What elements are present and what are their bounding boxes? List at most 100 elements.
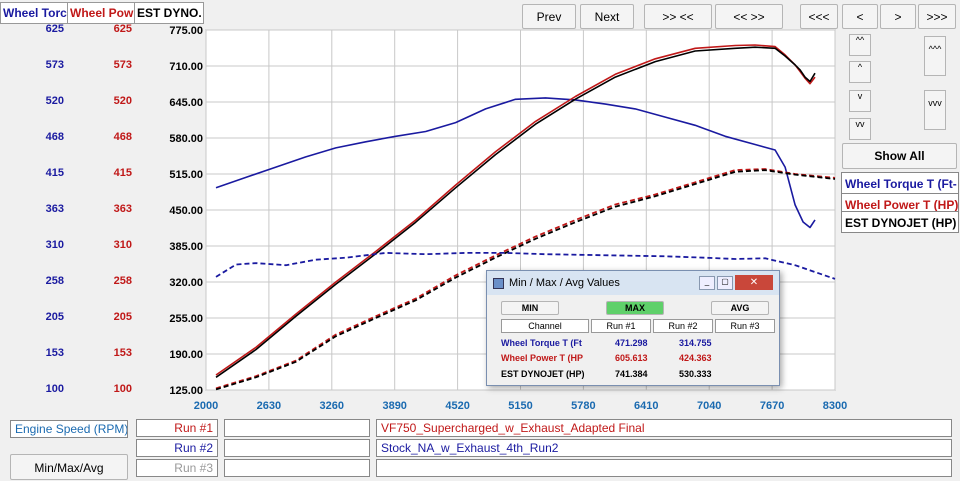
- power-axis-header[interactable]: Wheel Pow: [67, 2, 136, 24]
- y-tick-label: 385.00: [169, 241, 203, 253]
- app-icon: [493, 278, 504, 289]
- max-mode-button[interactable]: MAX: [606, 301, 664, 315]
- scroll-left-button[interactable]: <: [842, 4, 878, 29]
- row-channel-power: Wheel Power T (HP: [501, 353, 584, 363]
- power-tick-label: 468: [113, 131, 132, 143]
- scroll-up-button[interactable]: ^: [849, 61, 871, 83]
- dyno-axis-header[interactable]: EST DYNO.: [134, 2, 204, 24]
- y-tick-label: 580.00: [169, 133, 203, 145]
- scroll-up-fast-button[interactable]: ^^: [849, 34, 871, 56]
- row-power-run1: 605.613: [615, 353, 648, 363]
- next-button[interactable]: Next: [580, 4, 634, 29]
- scroll-right-button[interactable]: >: [880, 4, 916, 29]
- run1-label[interactable]: Run #1: [136, 419, 218, 437]
- row-torque-run2: 314.755: [679, 338, 712, 348]
- row-torque-run1: 471.298: [615, 338, 648, 348]
- scroll-first-button[interactable]: <<<: [800, 4, 838, 29]
- column-header-run1: Run #1: [591, 319, 651, 333]
- scroll-last-button[interactable]: >>>: [918, 4, 956, 29]
- series-line-run2-dyno-3: [215, 168, 836, 390]
- legend-power[interactable]: Wheel Power T (HP): [841, 193, 959, 215]
- avg-mode-button[interactable]: AVG: [711, 301, 769, 315]
- column-header-run3: Run #3: [715, 319, 775, 333]
- power-tick-label: 100: [113, 383, 132, 395]
- torque-tick-label: 520: [45, 95, 64, 107]
- torque-tick-label: 100: [45, 383, 64, 395]
- row-dynojet-run2: 530.333: [679, 369, 712, 379]
- x-tick-label: 5150: [508, 400, 532, 412]
- run1-name[interactable]: VF750_Supercharged_w_Exhaust_Adapted Fin…: [376, 419, 952, 437]
- legend-dynojet[interactable]: EST DYNOJET (HP): [841, 211, 959, 233]
- page-down-button[interactable]: vvv: [924, 90, 946, 130]
- power-tick-label: 573: [113, 59, 132, 71]
- run3-name[interactable]: [376, 459, 952, 477]
- run1-spacer: [224, 419, 370, 437]
- legend-torque[interactable]: Wheel Torque T (Ft-: [841, 172, 959, 194]
- y-tick-label: 125.00: [169, 385, 203, 397]
- x-tick-label: 7040: [697, 400, 721, 412]
- torque-tick-label: 415: [45, 167, 64, 179]
- power-tick-label: 310: [113, 239, 132, 251]
- prev-button[interactable]: Prev: [522, 4, 576, 29]
- window-title: Min / Max / Avg Values: [509, 277, 620, 289]
- run3-label[interactable]: Run #3: [136, 459, 218, 477]
- torque-tick-label: 310: [45, 239, 64, 251]
- power-tick-label: 153: [113, 347, 132, 359]
- column-header-channel: Channel: [501, 319, 589, 333]
- x-tick-label: 3260: [320, 400, 344, 412]
- run2-name[interactable]: Stock_NA_w_Exhaust_4th_Run2: [376, 439, 952, 457]
- minimize-icon[interactable]: _: [699, 276, 715, 290]
- row-power-run2: 424.363: [679, 353, 712, 363]
- y-tick-label: 515.00: [169, 169, 203, 181]
- run3-spacer: [224, 459, 370, 477]
- min-max-avg-titlebar[interactable]: Min / Max / Avg Values _ ▢ ✕: [487, 271, 779, 295]
- row-channel-torque: Wheel Torque T (Ft: [501, 338, 582, 348]
- min-max-avg-button[interactable]: Min/Max/Avg: [10, 454, 128, 480]
- x-tick-label: 3890: [382, 400, 406, 412]
- torque-tick-label: 205: [45, 311, 64, 323]
- x-tick-label: 4520: [445, 400, 469, 412]
- scroll-down-button[interactable]: v: [849, 90, 871, 112]
- x-tick-label: 8300: [823, 400, 847, 412]
- maximize-icon[interactable]: ▢: [717, 276, 733, 290]
- y-tick-label: 450.00: [169, 205, 203, 217]
- y-tick-label: 190.00: [169, 349, 203, 361]
- zoom-in-button[interactable]: >> <<: [644, 4, 712, 29]
- close-icon[interactable]: ✕: [735, 275, 773, 290]
- y-tick-label: 255.00: [169, 313, 203, 325]
- scroll-down-fast-button[interactable]: vv: [849, 118, 871, 140]
- min-max-avg-window[interactable]: Min / Max / Avg Values _ ▢ ✕ MIN MAX AVG…: [486, 270, 780, 386]
- x-tick-label: 2000: [194, 400, 218, 412]
- power-tick-label: 625: [113, 23, 132, 35]
- torque-tick-label: 258: [45, 275, 64, 287]
- x-tick-label: 2630: [257, 400, 281, 412]
- y-tick-label: 775.00: [169, 25, 203, 37]
- min-mode-button[interactable]: MIN: [501, 301, 559, 315]
- show-all-button[interactable]: Show All: [842, 143, 957, 169]
- y-tick-label: 645.00: [169, 97, 203, 109]
- row-dynojet-run1: 741.384: [615, 369, 648, 379]
- power-tick-label: 520: [113, 95, 132, 107]
- power-tick-label: 205: [113, 311, 132, 323]
- power-tick-label: 415: [113, 167, 132, 179]
- page-up-button[interactable]: ^^^: [924, 36, 946, 76]
- torque-tick-label: 153: [45, 347, 64, 359]
- series-line-run2-dyno-4: [215, 169, 836, 391]
- run2-spacer: [224, 439, 370, 457]
- xaxis-label-box[interactable]: Engine Speed (RPM): [10, 420, 128, 438]
- series-line-run1-dyno-2: [215, 46, 816, 378]
- torque-tick-label: 468: [45, 131, 64, 143]
- torque-tick-label: 573: [45, 59, 64, 71]
- zoom-out-button[interactable]: << >>: [715, 4, 783, 29]
- run2-label[interactable]: Run #2: [136, 439, 218, 457]
- power-tick-label: 258: [113, 275, 132, 287]
- x-tick-label: 6410: [634, 400, 658, 412]
- torque-tick-label: 363: [45, 203, 64, 215]
- torque-tick-label: 625: [45, 23, 64, 35]
- y-tick-label: 320.00: [169, 277, 203, 289]
- torque-axis-header[interactable]: Wheel Torc: [0, 2, 69, 24]
- x-tick-label: 7670: [760, 400, 784, 412]
- series-line-run2-torque-5: [215, 251, 836, 280]
- y-tick-label: 710.00: [169, 61, 203, 73]
